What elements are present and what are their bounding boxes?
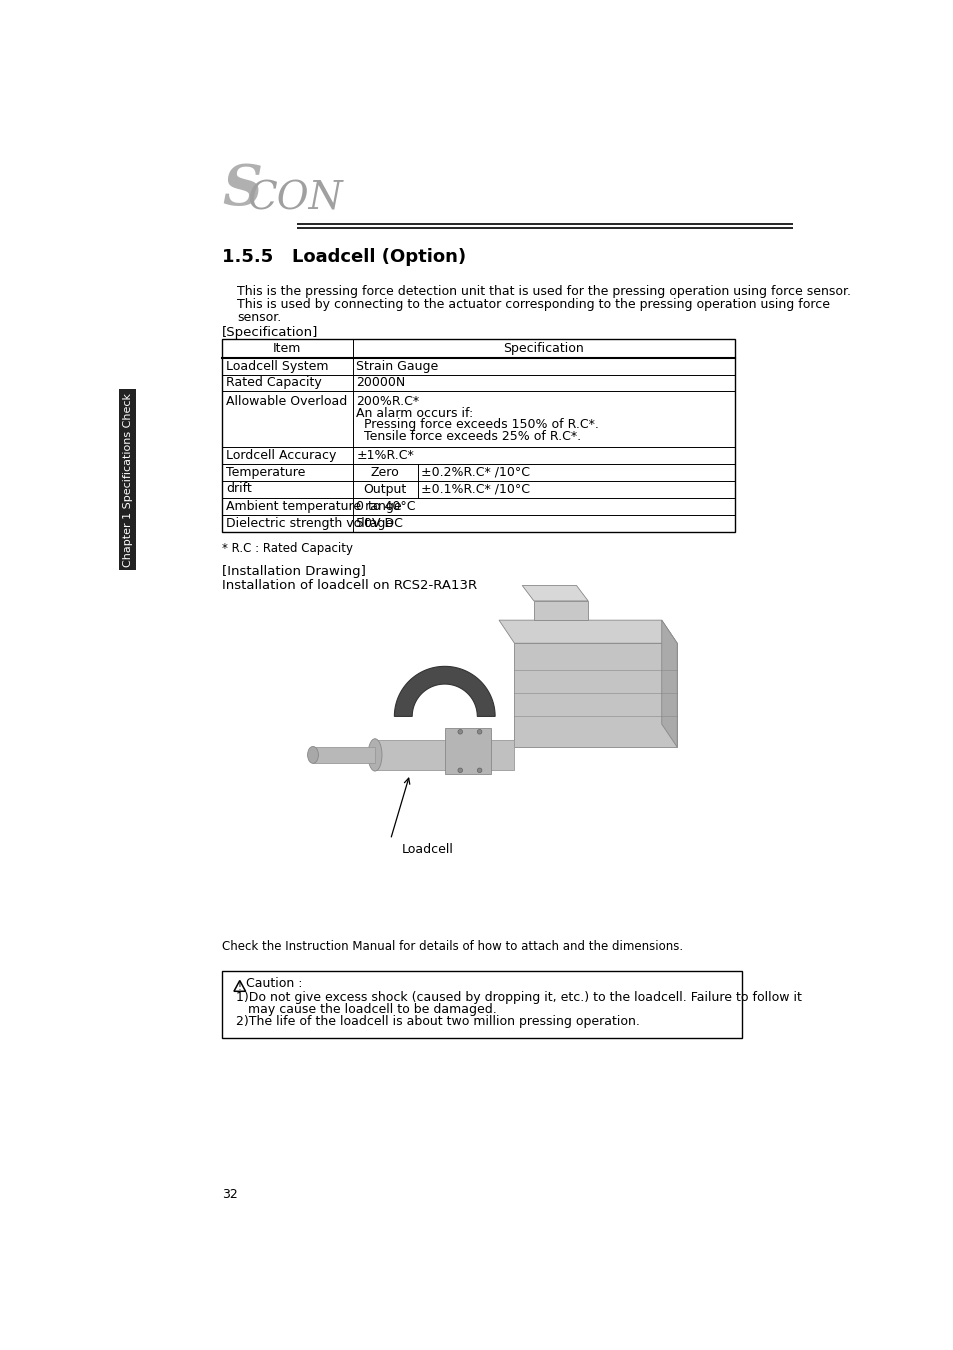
Text: Loadcell: Loadcell	[402, 844, 454, 856]
Text: 2)The life of the loadcell is about two million pressing operation.: 2)The life of the loadcell is about two …	[236, 1015, 639, 1029]
Polygon shape	[661, 620, 677, 747]
Ellipse shape	[307, 747, 318, 763]
Text: Temperature
drift: Temperature drift	[226, 466, 305, 495]
Text: Check the Instruction Manual for details of how to attach and the dimensions.: Check the Instruction Manual for details…	[222, 940, 682, 953]
Text: S: S	[222, 162, 262, 217]
Text: Item: Item	[273, 342, 301, 355]
Text: Zero: Zero	[371, 466, 399, 479]
Text: Installation of loadcell on RCS2-RA13R: Installation of loadcell on RCS2-RA13R	[222, 579, 476, 593]
Text: An alarm occurs if:: An alarm occurs if:	[356, 406, 473, 420]
Text: sensor.: sensor.	[236, 312, 281, 324]
Text: 200%R.C*: 200%R.C*	[356, 396, 419, 408]
Polygon shape	[514, 643, 677, 747]
Text: Strain Gauge: Strain Gauge	[356, 359, 438, 373]
Circle shape	[476, 729, 481, 734]
Bar	[222, 971, 740, 1038]
Text: may cause the loadcell to be damaged.: may cause the loadcell to be damaged.	[236, 1003, 497, 1015]
Text: Allowable Overload: Allowable Overload	[226, 396, 347, 408]
Text: This is the pressing force detection unit that is used for the pressing operatio: This is the pressing force detection uni…	[236, 285, 850, 298]
Text: This is used by connecting to the actuator corresponding to the pressing operati: This is used by connecting to the actuat…	[236, 298, 829, 312]
Text: 0 to 40°C: 0 to 40°C	[356, 500, 416, 513]
Text: ±0.2%R.C* /10°C: ±0.2%R.C* /10°C	[421, 466, 530, 479]
Text: [Installation Drawing]: [Installation Drawing]	[222, 566, 366, 579]
Polygon shape	[394, 667, 495, 717]
Polygon shape	[313, 747, 375, 763]
Text: Output: Output	[363, 483, 406, 495]
Text: Dielectric strength voltage: Dielectric strength voltage	[226, 517, 393, 529]
Circle shape	[476, 768, 481, 772]
Text: ±1%R.C*: ±1%R.C*	[356, 448, 414, 462]
Text: Chapter 1 Specifications Check: Chapter 1 Specifications Check	[123, 393, 132, 567]
Text: !: !	[237, 981, 241, 992]
Ellipse shape	[368, 738, 381, 771]
Text: Loadcell System: Loadcell System	[226, 359, 329, 373]
Circle shape	[457, 729, 462, 734]
Text: 50V DC: 50V DC	[356, 517, 403, 529]
Text: Specification: Specification	[503, 342, 583, 355]
Polygon shape	[444, 728, 491, 774]
Polygon shape	[375, 740, 514, 771]
Bar	[119, 389, 136, 570]
Polygon shape	[498, 620, 677, 643]
Polygon shape	[534, 601, 587, 620]
Polygon shape	[521, 586, 587, 601]
Text: Caution :: Caution :	[245, 976, 302, 990]
Bar	[222, 339, 735, 532]
Text: 20000N: 20000N	[356, 377, 405, 390]
Text: Lordcell Accuracy: Lordcell Accuracy	[226, 448, 336, 462]
Circle shape	[457, 768, 462, 772]
Text: * R.C : Rated Capacity: * R.C : Rated Capacity	[222, 543, 353, 555]
Text: CON: CON	[247, 181, 342, 217]
Text: 32: 32	[222, 1188, 238, 1200]
Text: Pressing force exceeds 150% of R.C*.: Pressing force exceeds 150% of R.C*.	[356, 418, 598, 432]
Text: Tensile force exceeds 25% of R.C*.: Tensile force exceeds 25% of R.C*.	[356, 429, 581, 443]
Text: 1)Do not give excess shock (caused by dropping it, etc.) to the loadcell. Failur: 1)Do not give excess shock (caused by dr…	[236, 991, 801, 1003]
Text: Rated Capacity: Rated Capacity	[226, 377, 321, 390]
Text: 1.5.5   Loadcell (Option): 1.5.5 Loadcell (Option)	[222, 248, 466, 266]
Text: Ambient temperature range: Ambient temperature range	[226, 500, 401, 513]
Text: [Specification]: [Specification]	[222, 325, 318, 339]
Text: ±0.1%R.C* /10°C: ±0.1%R.C* /10°C	[421, 483, 530, 495]
